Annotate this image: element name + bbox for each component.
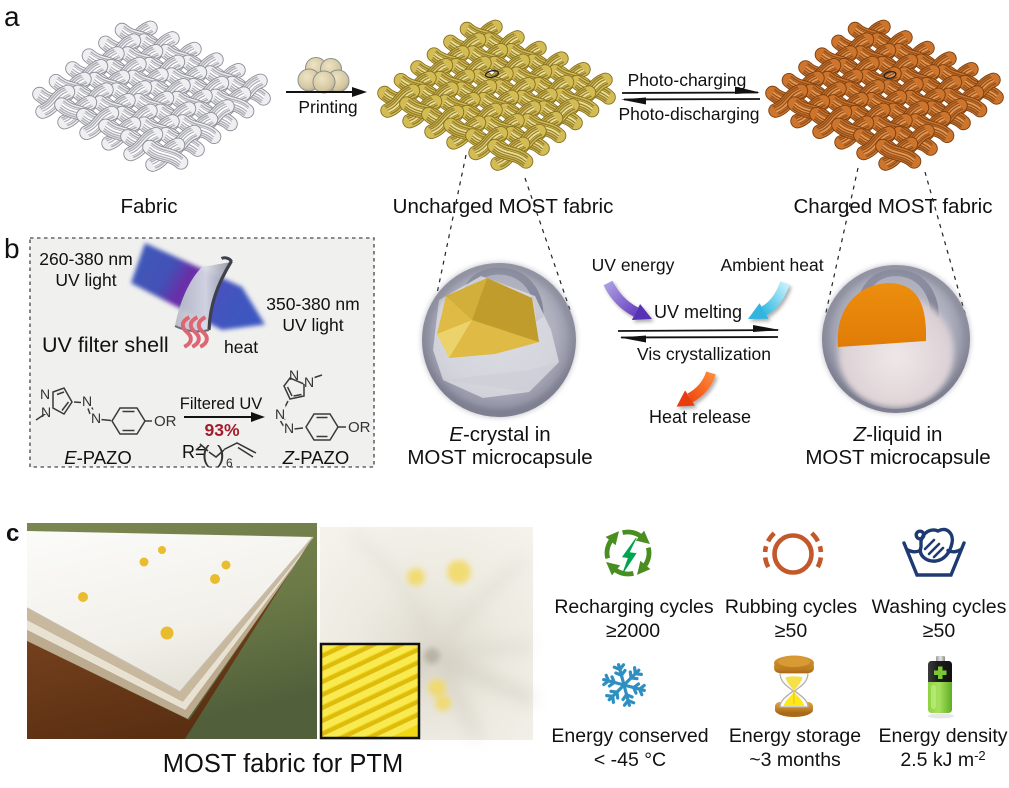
svg-text:< -45 °C: < -45 °C — [594, 749, 666, 771]
svg-text:N: N — [275, 406, 285, 422]
svg-text:OR: OR — [348, 419, 371, 436]
svg-text:c: c — [6, 520, 19, 547]
svg-text:Energy storage: Energy storage — [729, 725, 861, 747]
svg-text:UV filter shell: UV filter shell — [42, 333, 169, 357]
svg-text:UV melting: UV melting — [654, 302, 742, 322]
svg-text:Uncharged MOST fabric: Uncharged MOST fabric — [393, 195, 614, 218]
svg-text:N: N — [304, 374, 314, 390]
svg-text:MOST microcapsule: MOST microcapsule — [805, 446, 990, 469]
svg-text:Heat release: Heat release — [649, 407, 751, 427]
svg-text:Printing: Printing — [298, 97, 357, 117]
svg-text:heat: heat — [224, 337, 258, 357]
svg-text:Energy density: Energy density — [879, 725, 1008, 747]
svg-text:260-380 nm: 260-380 nm — [39, 249, 132, 269]
svg-text:(: ( — [202, 441, 210, 467]
svg-text:Charged MOST fabric: Charged MOST fabric — [793, 195, 992, 218]
svg-text:Z-liquid in: Z-liquid in — [853, 423, 943, 446]
svg-text:Washing cycles: Washing cycles — [872, 596, 1007, 618]
svg-text:93%: 93% — [204, 420, 239, 440]
svg-text:N: N — [284, 420, 294, 436]
svg-text:UV energy: UV energy — [592, 255, 675, 275]
svg-text:UV light: UV light — [55, 270, 116, 290]
svg-text:Photo-charging: Photo-charging — [628, 70, 747, 90]
svg-text:≥2000: ≥2000 — [606, 620, 660, 642]
svg-text:a: a — [4, 1, 20, 32]
svg-text:Filtered UV: Filtered UV — [180, 395, 263, 413]
svg-text:~3 months: ~3 months — [749, 749, 841, 771]
svg-text:Vis crystallization: Vis crystallization — [637, 344, 771, 364]
svg-text:E-PAZO: E-PAZO — [64, 447, 132, 468]
svg-text:N: N — [82, 393, 92, 409]
svg-text:b: b — [4, 233, 20, 264]
svg-text:OR: OR — [154, 413, 177, 430]
svg-text:UV light: UV light — [282, 315, 343, 335]
svg-text:Energy conserved: Energy conserved — [551, 725, 708, 747]
svg-text:MOST microcapsule: MOST microcapsule — [407, 446, 592, 469]
svg-text:Fabric: Fabric — [121, 195, 178, 218]
svg-text:≥50: ≥50 — [923, 620, 956, 642]
svg-text:2.5 kJ m-2: 2.5 kJ m-2 — [900, 748, 985, 771]
svg-text:N: N — [41, 404, 51, 420]
svg-text:Rubbing cycles: Rubbing cycles — [725, 596, 857, 618]
svg-text:Photo-discharging: Photo-discharging — [618, 104, 759, 124]
svg-text:N: N — [40, 386, 50, 402]
svg-text:N: N — [289, 367, 299, 383]
svg-text:≥50: ≥50 — [775, 620, 808, 642]
svg-text:N: N — [91, 410, 101, 426]
svg-text:): ) — [217, 441, 225, 467]
svg-text:6: 6 — [226, 456, 233, 470]
svg-text:MOST fabric for PTM: MOST fabric for PTM — [163, 750, 403, 778]
svg-text:Z-PAZO: Z-PAZO — [282, 447, 349, 468]
svg-text:Ambient heat: Ambient heat — [720, 255, 823, 275]
svg-text:E-crystal in: E-crystal in — [449, 423, 550, 446]
svg-text:350-380 nm: 350-380 nm — [266, 294, 359, 314]
svg-text:Recharging cycles: Recharging cycles — [554, 596, 714, 618]
